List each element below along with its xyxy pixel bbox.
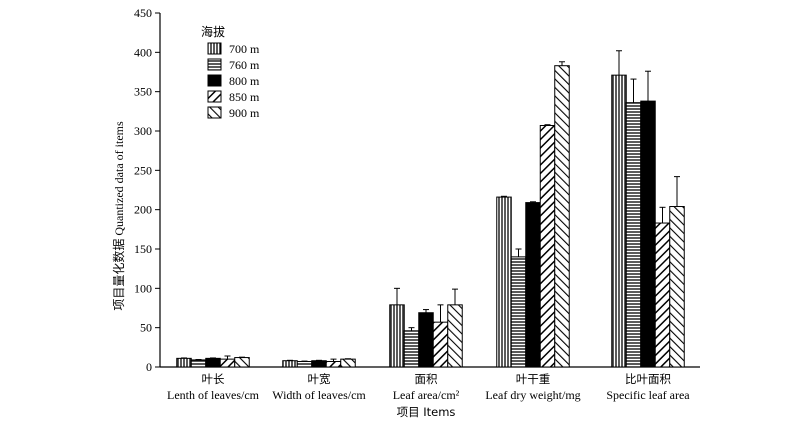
y-axis-title: 项目量化数据 Quantized data of items <box>111 121 126 311</box>
bar-850m-3 <box>539 124 556 368</box>
bar-800m-0 <box>205 357 221 368</box>
x-tick-label-en: Width of leaves/cm <box>272 388 366 402</box>
bar-760m-0 <box>190 359 207 368</box>
legend-label: 800 m <box>229 74 260 88</box>
x-tick-label-zh: 比叶面积 <box>625 372 671 386</box>
x-tick-label-en: Lenth of leaves/cm <box>167 388 260 402</box>
bar-700m-0 <box>176 357 192 368</box>
bar-900m-0 <box>234 357 250 368</box>
x-axis-title: 项目 Items <box>397 405 456 419</box>
bar-900m-2 <box>447 304 463 368</box>
y-tick-label: 50 <box>140 321 152 335</box>
bar-900m-3 <box>554 65 570 368</box>
legend: 海拔 700 m 760 m 800 m 850 m 900 m <box>201 24 260 120</box>
x-tick-label-zh: 面积 <box>415 372 438 386</box>
bar-760m-2 <box>403 330 420 368</box>
legend-swatch <box>207 42 222 55</box>
legend-label: 850 m <box>229 90 260 104</box>
x-tick-label-en: Leaf dry weight/mg <box>485 388 580 402</box>
legend-label: 700 m <box>229 42 260 56</box>
legend-swatch <box>207 74 222 87</box>
bar-800m-2 <box>418 312 434 368</box>
bars-group <box>176 50 685 368</box>
legend-label: 900 m <box>229 106 260 120</box>
y-tick-label: 400 <box>134 45 152 59</box>
y-tick-label: 200 <box>134 203 152 217</box>
legend-swatch <box>207 106 222 119</box>
bar-850m-2 <box>432 321 449 368</box>
legend-swatch <box>207 58 222 71</box>
bar-700m-4 <box>611 74 627 368</box>
x-axis: 叶长 Lenth of leaves/cm 叶宽 Width of leaves/cm… <box>160 366 700 402</box>
bar-760m-1 <box>296 360 313 368</box>
bar-850m-0 <box>219 358 236 368</box>
bar-760m-3 <box>510 256 527 368</box>
bar-850m-1 <box>325 360 342 368</box>
x-tick-label-en: Leaf area/cm² <box>393 388 460 402</box>
y-tick-label: 150 <box>134 242 152 256</box>
legend-label: 760 m <box>229 58 260 72</box>
bar-700m-1 <box>282 360 298 368</box>
bar-800m-3 <box>525 202 541 368</box>
x-tick-label-zh: 叶宽 <box>308 372 331 386</box>
x-tick-label-en: Specific leaf area <box>606 388 690 402</box>
y-tick-label: 100 <box>134 281 152 295</box>
x-tick-label-zh: 叶长 <box>202 372 225 386</box>
y-tick-label: 250 <box>134 163 152 177</box>
y-axis: 0 50 100 150 200 250 300 350 400 450 <box>134 6 161 374</box>
bar-760m-4 <box>625 102 642 368</box>
y-tick-label: 450 <box>134 6 152 20</box>
legend-title: 海拔 <box>201 24 225 39</box>
bar-900m-1 <box>340 358 356 368</box>
x-tick-label-zh: 叶干重 <box>516 372 551 386</box>
y-tick-label: 0 <box>146 360 152 374</box>
bar-700m-3 <box>496 196 512 368</box>
bar-800m-4 <box>640 100 656 368</box>
y-tick-label: 350 <box>134 85 152 99</box>
bar-900m-4 <box>669 206 685 368</box>
bar-850m-4 <box>654 222 671 368</box>
bar-800m-1 <box>311 360 327 368</box>
legend-swatch <box>207 90 222 103</box>
bar-700m-2 <box>389 304 405 368</box>
y-tick-label: 300 <box>134 124 152 138</box>
